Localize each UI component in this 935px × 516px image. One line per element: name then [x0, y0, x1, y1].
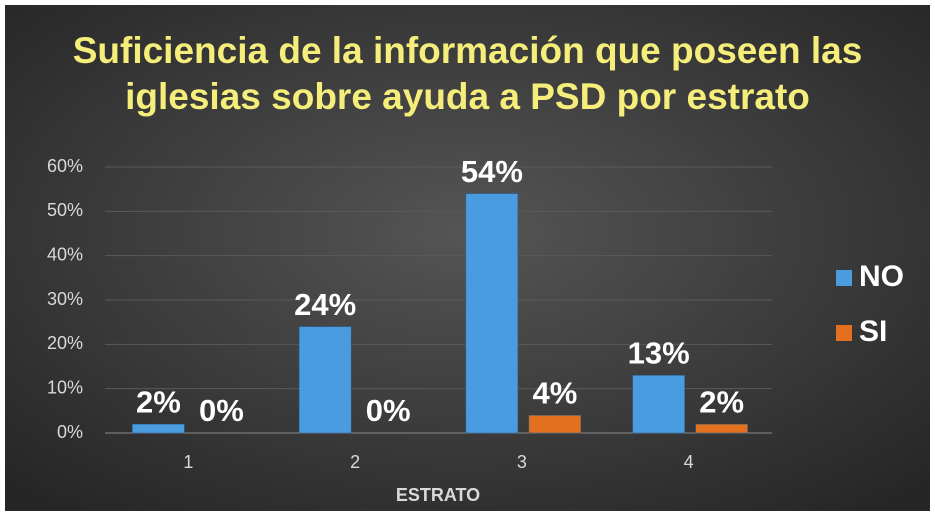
x-tick-label: 2	[350, 452, 360, 472]
legend-label: NO	[859, 260, 904, 293]
legend-marker	[836, 325, 852, 341]
data-label: 13%	[628, 336, 690, 371]
data-label: 2%	[699, 384, 744, 419]
data-label: 54%	[461, 154, 523, 189]
y-tick-label: 40%	[47, 244, 83, 264]
y-tick-label: 30%	[47, 289, 83, 309]
y-tick-label: 60%	[47, 156, 83, 176]
data-label: 0%	[366, 393, 411, 428]
y-tick-label: 50%	[47, 200, 83, 220]
bar	[632, 375, 685, 434]
bar	[528, 415, 582, 434]
data-label: 2%	[136, 384, 181, 419]
y-tick-label: 0%	[57, 422, 83, 442]
legend-marker	[836, 270, 852, 286]
bar	[298, 326, 352, 434]
bar	[695, 423, 748, 434]
x-tick-label: 1	[183, 452, 193, 472]
y-tick-label: 10%	[47, 377, 83, 397]
data-label: 24%	[294, 287, 356, 322]
data-label: 4%	[532, 375, 577, 410]
x-tick-label: 4	[684, 452, 694, 472]
bar	[132, 423, 185, 434]
legend-label: SI	[859, 315, 887, 348]
chart-title: Suficiencia de la información que poseen…	[72, 30, 863, 117]
x-axis-label: ESTRATO	[396, 485, 480, 505]
x-tick-label: 3	[517, 452, 527, 472]
data-label: 0%	[199, 393, 244, 428]
bar	[465, 193, 519, 434]
y-tick-label: 20%	[47, 333, 83, 353]
